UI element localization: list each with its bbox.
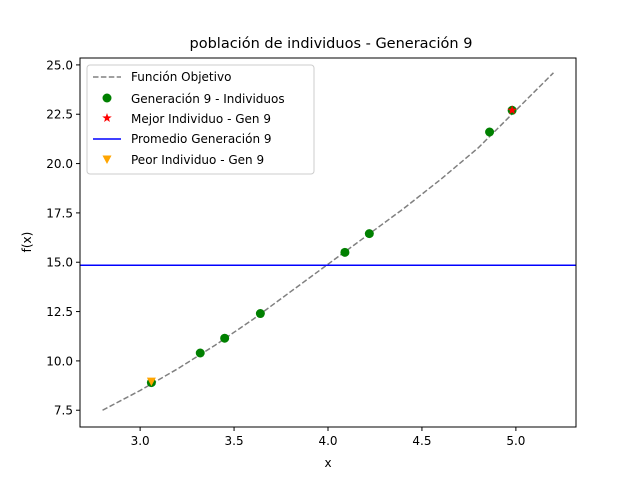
- y-tick-label: 15.0: [46, 256, 73, 270]
- y-axis: 7.5 10.0 12.5 15.0 17.5 20.0 22.5 25.0: [46, 58, 80, 418]
- legend-worst-label: Peor Individuo - Gen 9: [131, 153, 264, 167]
- y-tick-label: 7.5: [54, 404, 73, 418]
- legend-best-label: Mejor Individuo - Gen 9: [131, 112, 271, 126]
- y-tick-label: 10.0: [46, 354, 73, 368]
- chart-title: población de individuos - Generación 9: [190, 36, 473, 52]
- legend-box: [86, 64, 315, 175]
- x-tick-label: 4.0: [318, 434, 337, 448]
- y-tick-label: 22.5: [46, 108, 73, 122]
- y-tick-label: 12.5: [46, 305, 73, 319]
- worst-individual-point: [146, 377, 156, 387]
- x-tick-label: 4.5: [412, 434, 431, 448]
- legend-average-label: Promedio Generación 9: [131, 132, 272, 146]
- legend-individuals-label: Generación 9 - Individuos: [131, 92, 285, 106]
- individual-point: [255, 309, 265, 319]
- legend: Función Objetivo Generación 9 - Individu…: [86, 64, 315, 175]
- individual-point: [220, 333, 230, 343]
- x-tick-label: 5.0: [506, 434, 525, 448]
- y-tick-label: 20.0: [46, 157, 73, 171]
- legend-worst-swatch: [102, 155, 112, 164]
- y-tick-label: 25.0: [46, 58, 73, 72]
- best-individual-point: [507, 105, 517, 115]
- plot-area: [80, 72, 576, 411]
- legend-individuals-swatch: [102, 93, 112, 103]
- individual-point: [195, 348, 205, 358]
- individual-point: [485, 127, 495, 137]
- x-tick-label: 3.5: [225, 434, 244, 448]
- objective-curve: [102, 72, 554, 411]
- legend-objective-label: Función Objetivo: [131, 70, 231, 84]
- x-tick-label: 3.0: [131, 434, 150, 448]
- legend-best-swatch: [102, 113, 112, 123]
- x-axis-label: x: [324, 456, 331, 470]
- individual-point: [364, 229, 374, 239]
- y-tick-label: 17.5: [46, 206, 73, 220]
- x-axis: 3.0 3.5 4.0 4.5 5.0: [131, 427, 525, 448]
- individual-point: [340, 247, 350, 257]
- y-axis-label: f(x): [20, 232, 34, 253]
